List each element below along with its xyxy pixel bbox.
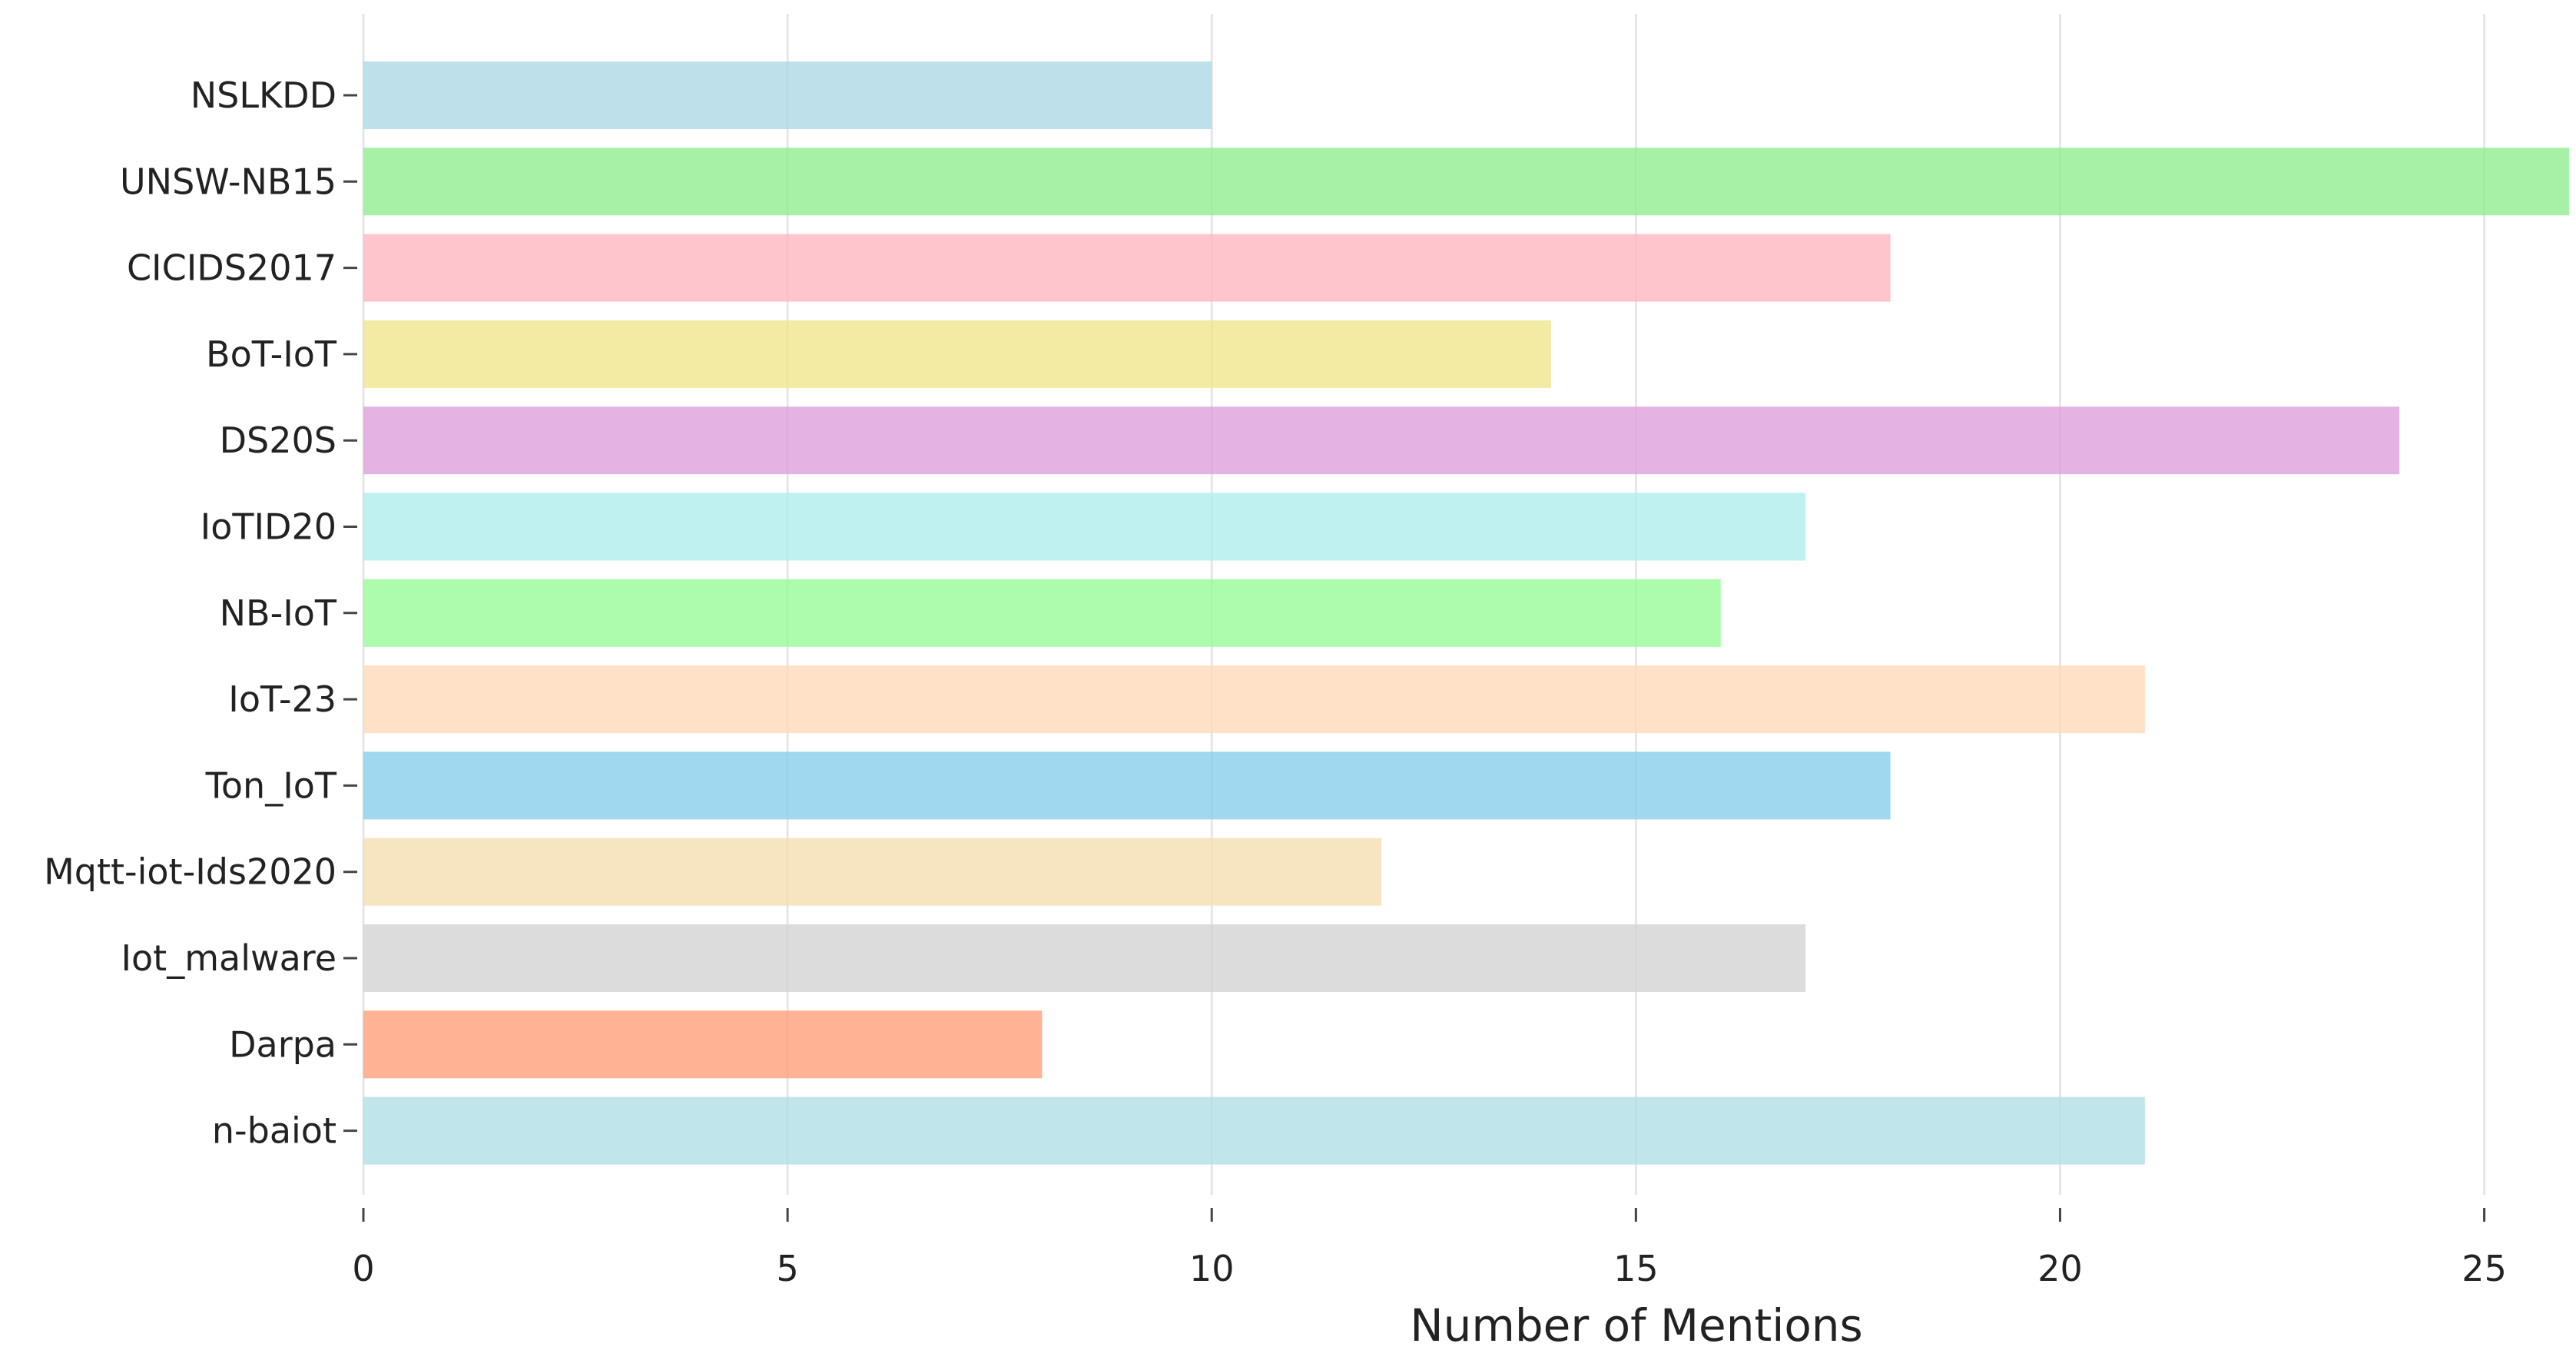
x-tick-label: 15 bbox=[1613, 1248, 1659, 1289]
bar-ton-iot bbox=[363, 751, 1891, 820]
bar-nb-iot bbox=[363, 579, 1721, 647]
bar-darpa bbox=[363, 1010, 1043, 1079]
bar-n-baiot bbox=[363, 1096, 2145, 1165]
y-tick-label: IoT-23 bbox=[228, 678, 337, 720]
x-tick-label: 5 bbox=[776, 1248, 798, 1289]
y-tick-label: Mqtt-iot-Ids2020 bbox=[44, 851, 337, 893]
y-tick-label: BoT-IoT bbox=[206, 333, 337, 375]
y-tick-label: Darpa bbox=[229, 1023, 337, 1065]
x-axis-label: Number of Mentions bbox=[1410, 1299, 1863, 1352]
bar-mqtt-iot-ids2020 bbox=[363, 838, 1382, 906]
x-tick-labels: 0 5 10 15 20 25 bbox=[352, 1208, 2507, 1289]
y-tick-label: NSLKDD bbox=[191, 75, 337, 116]
x-tick-label: 20 bbox=[2037, 1248, 2083, 1289]
bar-ds20s bbox=[363, 406, 2400, 475]
bar-nslkdd bbox=[363, 61, 1212, 129]
bars bbox=[363, 61, 2569, 1165]
x-tick-label: 0 bbox=[352, 1248, 374, 1289]
y-tick-label: Ton_IoT bbox=[205, 765, 337, 806]
bar-iot-23 bbox=[363, 665, 2145, 734]
y-tick-label: NB-IoT bbox=[220, 592, 337, 634]
x-tick-label: 25 bbox=[2462, 1248, 2507, 1289]
bar-bot-iot bbox=[363, 320, 1551, 388]
y-tick-labels: NSLKDD UNSW-NB15 CICIDS2017 BoT-IoT DS20S IoT… bbox=[44, 75, 357, 1152]
y-tick-label: n-baiot bbox=[212, 1110, 337, 1152]
y-tick-label: UNSW-NB15 bbox=[120, 161, 337, 202]
bar-iot-malware bbox=[363, 924, 1806, 992]
y-tick-label: Iot_malware bbox=[121, 937, 337, 979]
y-tick-label: IoTID20 bbox=[201, 506, 337, 548]
y-tick-label: CICIDS2017 bbox=[127, 247, 337, 289]
bar-iotid20 bbox=[363, 493, 1806, 561]
bar-unsw-nb15 bbox=[363, 148, 2569, 216]
bar-cicids2017 bbox=[363, 234, 1891, 302]
y-tick-label: DS20S bbox=[220, 420, 337, 461]
x-tick-label: 10 bbox=[1189, 1248, 1235, 1289]
